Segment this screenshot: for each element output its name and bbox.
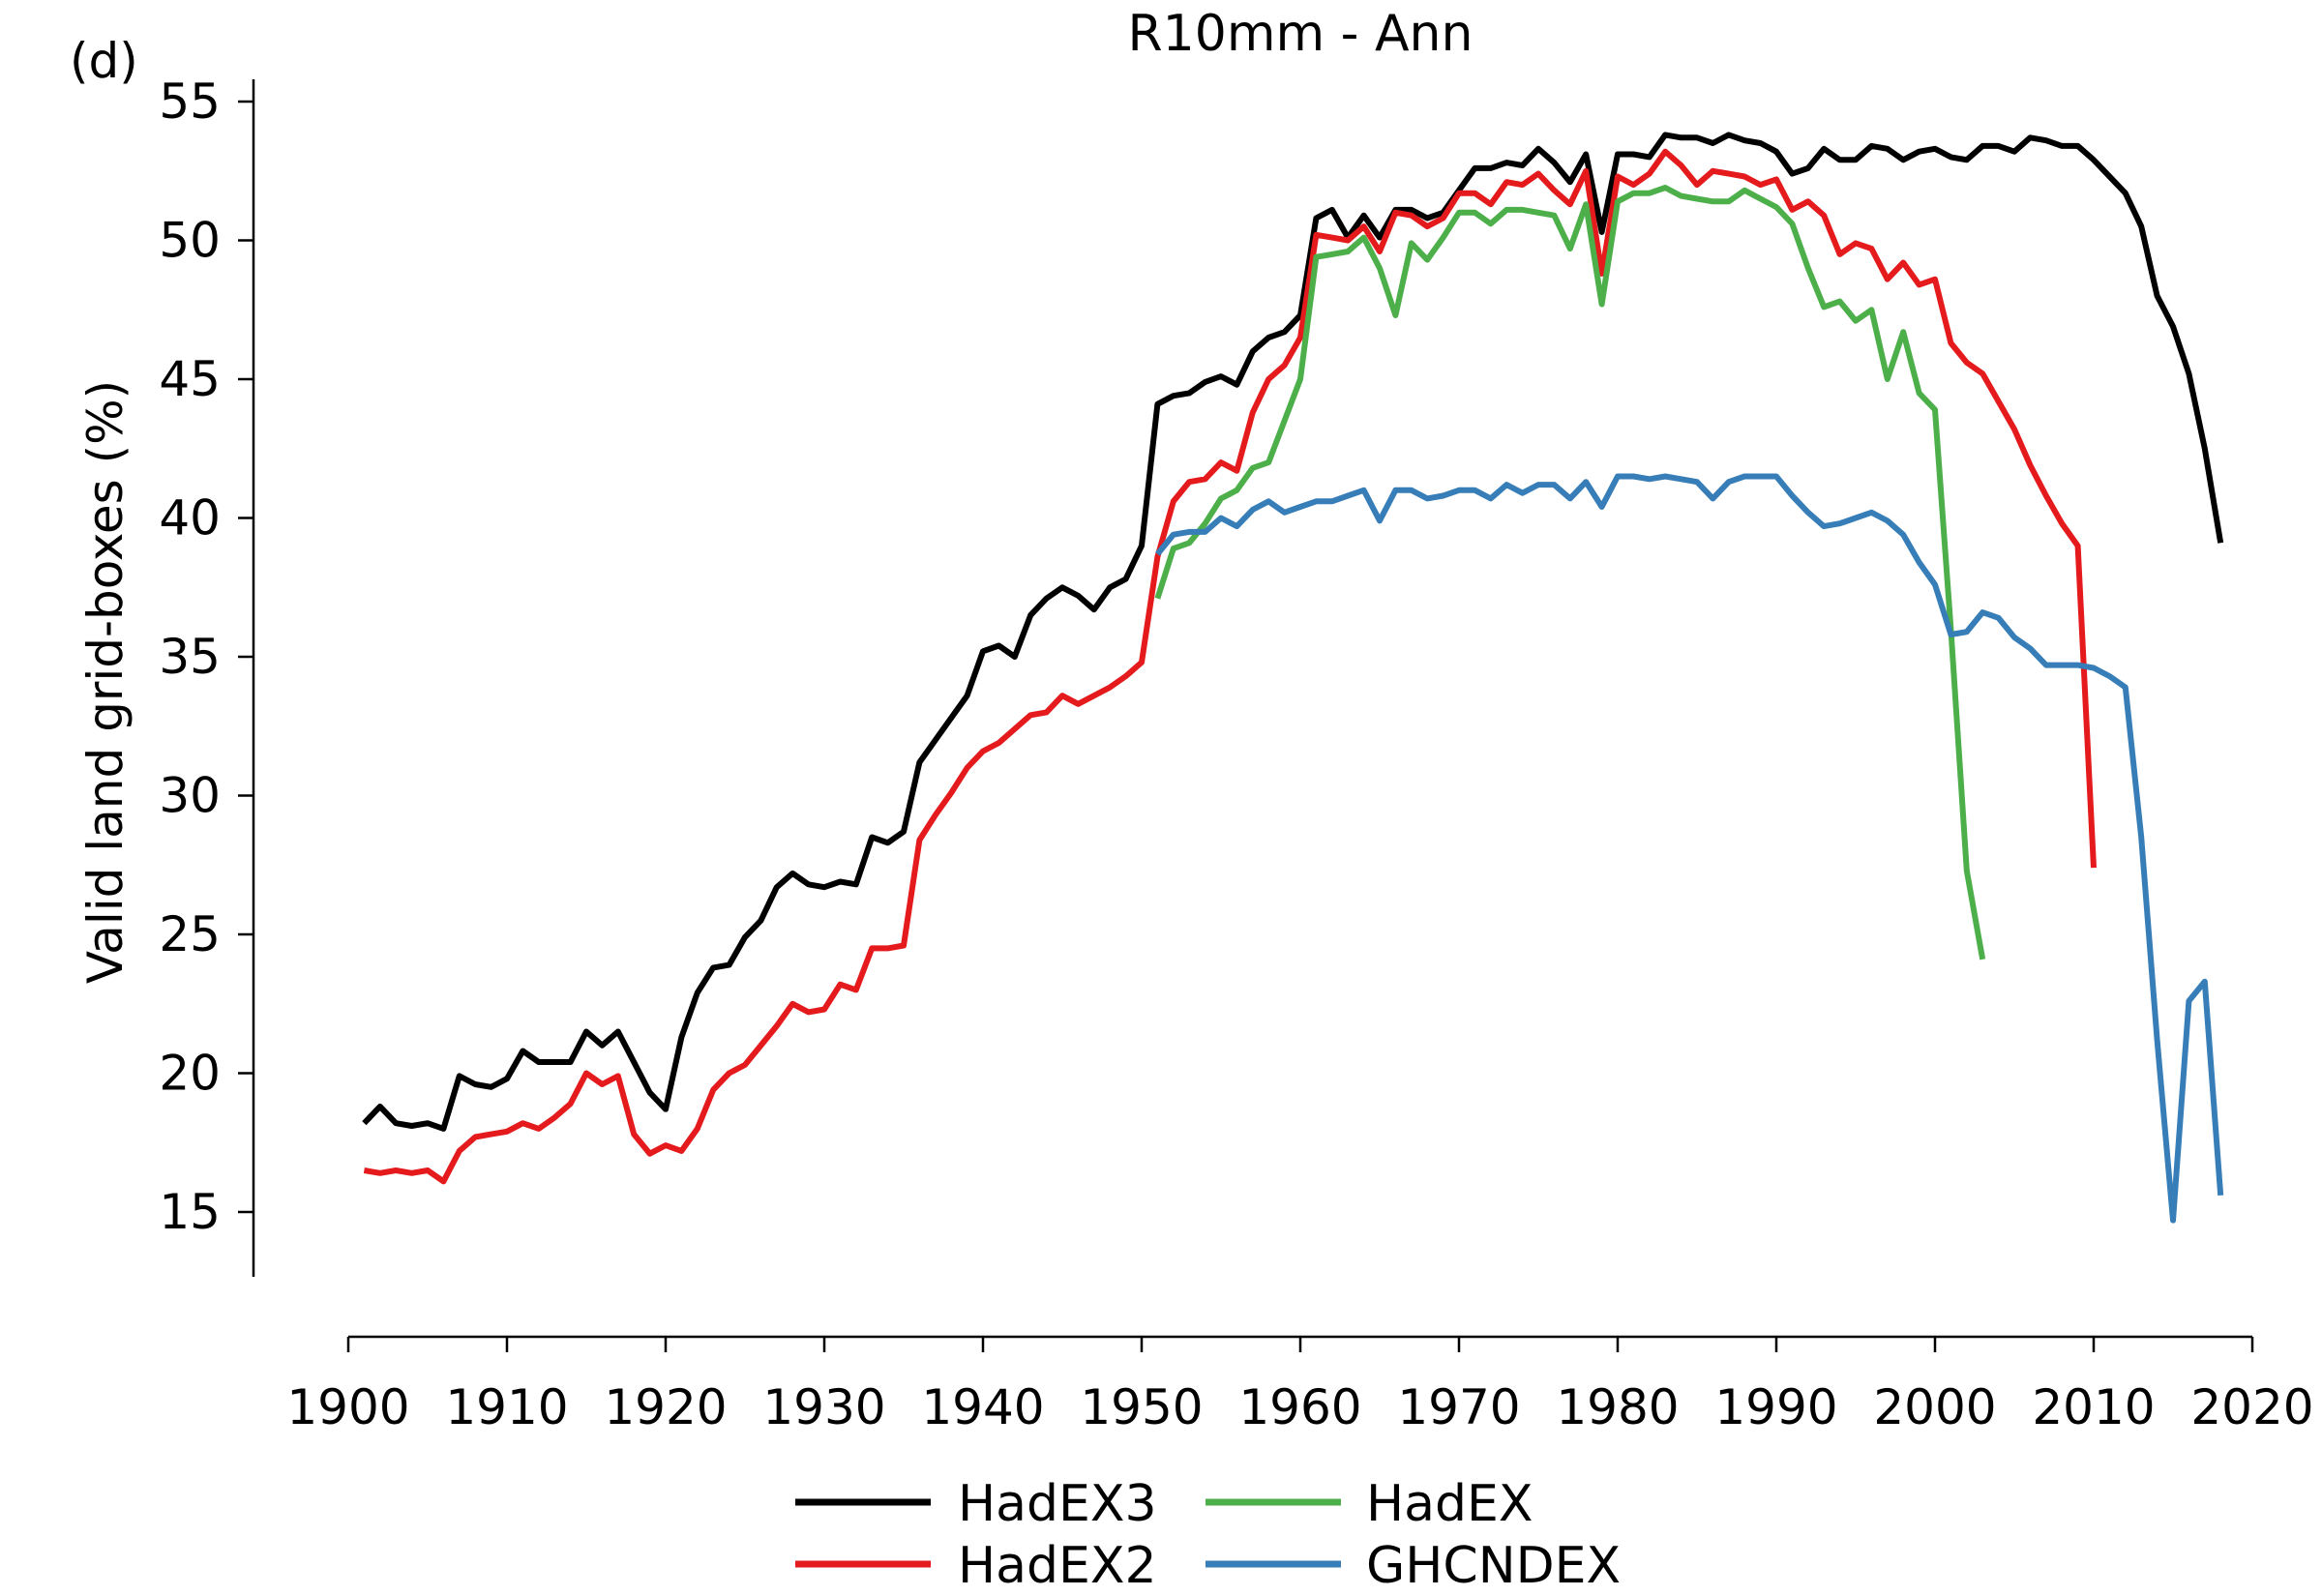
series-line-hadex3 [362,132,2224,1132]
legend-label-ghcndex: GHCNDEX [1366,1537,1621,1595]
x-tick-label: 1970 [1397,1379,1520,1435]
y-tick-label: 50 [159,213,221,269]
series-line-ghcndex [1155,473,2224,1224]
x-tick-label: 1900 [286,1379,409,1435]
x-tick-label: 1960 [1238,1379,1361,1435]
y-tick-label: 30 [159,768,221,824]
legend-item-hadex: HadEX [1206,1475,1533,1533]
x-tick-label: 2020 [2190,1379,2313,1435]
y-tick-label: 35 [159,629,221,685]
legend-label-hadex3: HadEX3 [958,1475,1157,1533]
y-axis-title: Valid land grid-boxes (%) [77,380,134,984]
x-ticks: 1900 1910 1920 1930 1940 1950 1960 1970 1980 1990… [286,1337,2314,1435]
y-axis: 15 20 25 30 35 40 45 50 55 [159,74,255,1277]
plot-area [362,132,2224,1224]
x-tick-label: 1990 [1714,1379,1837,1435]
series-line-hadex [1154,185,1986,961]
chart-title: R10mm - Ann [1128,5,1474,63]
y-tick-label: 15 [159,1184,221,1240]
legend-item-hadex3: HadEX3 [795,1475,1157,1533]
y-tick-label: 55 [159,74,221,130]
y-tick-label: 25 [159,906,221,962]
series-line-hadex2 [363,148,2097,1185]
x-tick-label: 1930 [762,1379,885,1435]
y-tick-label: 40 [159,490,221,547]
x-tick-label: 1920 [604,1379,727,1435]
x-tick-label: 2000 [1873,1379,1996,1435]
legend: HadEX3 HadEX2 HadEX GHCNDEX [795,1475,1621,1595]
legend-item-ghcndex: GHCNDEX [1206,1537,1621,1595]
x-tick-label: 1950 [1080,1379,1203,1435]
y-tick-label: 45 [159,351,221,407]
legend-item-hadex2: HadEX2 [795,1537,1157,1595]
x-tick-label: 2010 [2032,1379,2155,1435]
x-axis: 1900 1910 1920 1930 1940 1950 1960 1970 1980 1990… [286,1335,2314,1435]
x-tick-label: 1910 [445,1379,568,1435]
legend-label-hadex: HadEX [1366,1475,1533,1533]
legend-label-hadex2: HadEX2 [958,1537,1157,1595]
x-tick-label: 1980 [1556,1379,1679,1435]
x-tick-label: 1940 [921,1379,1044,1435]
y-ticks: 15 20 25 30 35 40 45 50 55 [159,74,253,1240]
panel-label: (d) [70,33,138,89]
y-tick-label: 20 [159,1046,221,1102]
